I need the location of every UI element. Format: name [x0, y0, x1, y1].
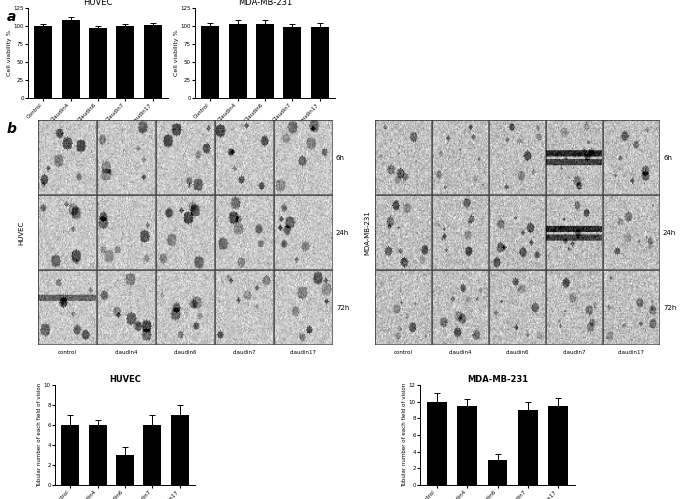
Text: claudin7: claudin7	[232, 350, 256, 355]
Bar	[284, 27, 301, 98]
Title: MDA-MB-231: MDA-MB-231	[467, 375, 528, 384]
Text: claudin4: claudin4	[449, 350, 472, 355]
Bar	[457, 406, 477, 485]
Bar	[89, 425, 106, 485]
Bar	[488, 460, 508, 485]
Text: a: a	[7, 10, 16, 24]
Text: control: control	[394, 350, 413, 355]
Title: HUVEC: HUVEC	[109, 375, 141, 384]
Text: b: b	[7, 122, 17, 136]
Text: 72h: 72h	[663, 304, 676, 310]
Bar	[548, 406, 568, 485]
Bar	[62, 425, 79, 485]
Bar	[229, 24, 246, 98]
Bar	[116, 26, 134, 98]
Y-axis label: Tubular number of each field of vision: Tubular number of each field of vision	[37, 383, 43, 487]
Bar	[144, 425, 161, 485]
Text: claudin4: claudin4	[115, 350, 139, 355]
Text: HUVEC: HUVEC	[18, 221, 24, 245]
Y-axis label: Cell viability %: Cell viability %	[7, 29, 12, 76]
Bar	[427, 402, 447, 485]
Text: control: control	[58, 350, 77, 355]
Bar	[116, 455, 134, 485]
Text: MDA-MB-231: MDA-MB-231	[365, 210, 370, 255]
Text: claudin6: claudin6	[505, 350, 529, 355]
Bar	[202, 26, 219, 98]
Text: claudin17: claudin17	[618, 350, 645, 355]
Bar	[518, 410, 538, 485]
Text: 24h: 24h	[663, 230, 676, 236]
Y-axis label: Cell viability %: Cell viability %	[174, 29, 179, 76]
Title: HUVEC: HUVEC	[83, 0, 113, 7]
Bar	[34, 26, 52, 98]
Text: claudin17: claudin17	[290, 350, 317, 355]
Bar	[171, 415, 188, 485]
Bar	[144, 25, 162, 98]
Bar	[256, 24, 274, 98]
Bar	[311, 27, 328, 98]
Y-axis label: Tubular number of each field of vision: Tubular number of each field of vision	[402, 383, 407, 487]
Text: 24h: 24h	[336, 230, 349, 236]
Text: 6h: 6h	[663, 155, 672, 161]
Text: claudin7: claudin7	[563, 350, 587, 355]
Title: MDA-MB-231: MDA-MB-231	[238, 0, 292, 7]
Text: 6h: 6h	[336, 155, 345, 161]
Bar	[62, 20, 80, 98]
Text: claudin6: claudin6	[174, 350, 197, 355]
Text: 72h: 72h	[336, 304, 349, 310]
Bar	[89, 28, 107, 98]
